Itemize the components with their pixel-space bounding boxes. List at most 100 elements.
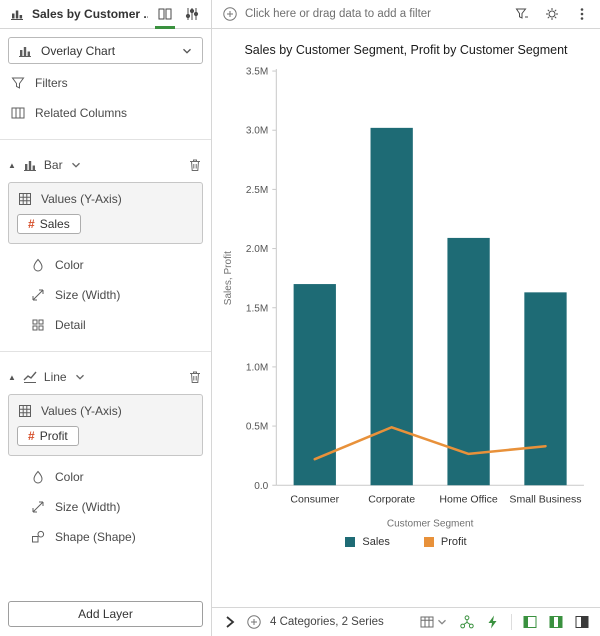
sidebar-header: Sales by Customer ... — [0, 0, 211, 29]
bar-layer-icon — [22, 157, 38, 173]
values-drop-zone[interactable]: Values (Y-Axis) # Sales — [8, 182, 203, 244]
line-size-row[interactable]: Size (Width) — [28, 492, 203, 522]
values-label: Values (Y-Axis) — [41, 404, 122, 418]
line-mark[interactable] — [313, 426, 547, 461]
filter-bar: Click here or drag data to add a filter — [212, 0, 600, 29]
layer-section-bar: ▲ Bar — [8, 151, 203, 340]
filter-bar-menu-icon[interactable] — [514, 6, 530, 22]
size-resize-icon — [30, 287, 46, 303]
svg-text:2.0M: 2.0M — [246, 244, 268, 255]
divider — [0, 139, 211, 140]
pill-label: Profit — [39, 429, 68, 443]
values-grid-icon — [17, 191, 33, 207]
overlay-chart-icon — [17, 43, 33, 59]
legend-label: Sales — [362, 535, 390, 548]
legend-item[interactable]: Profit — [423, 535, 467, 548]
kebab-menu-icon[interactable] — [574, 6, 590, 22]
main-area: Click here or drag data to add a filter … — [212, 0, 600, 636]
detail-grid-icon — [30, 317, 46, 333]
advanced-analytics-icon[interactable] — [459, 614, 475, 630]
line-section-header[interactable]: ▲ Line — [8, 363, 203, 391]
sidebar-item-label: Related Columns — [35, 106, 128, 120]
grid-view-icon — [157, 6, 173, 22]
color-drop-icon — [30, 257, 46, 273]
filter-bar-hint[interactable]: Click here or drag data to add a filter — [245, 8, 432, 20]
legend-swatch — [423, 536, 434, 547]
chart-type-label: Overlay Chart — [41, 43, 116, 58]
line-shape-row[interactable]: Shape (Shape) — [28, 522, 203, 552]
overlay-chart-svg[interactable]: 0.0 0.5M 1.0M 1.5M 2.0M 2.5M 3.0M 3.5M Sales, Pr… — [218, 61, 594, 534]
values-label-row: Values (Y-Axis) — [17, 403, 194, 419]
grammar-panel: Sales by Customer ... Overlay Chart — [0, 0, 212, 636]
grammar-tab-icon[interactable] — [155, 4, 175, 29]
layout-split-panel-icon[interactable] — [548, 614, 564, 630]
number-hash-icon: # — [28, 429, 35, 443]
add-layer-button[interactable]: Add Layer — [8, 601, 203, 627]
bar-mark[interactable] — [524, 292, 567, 486]
bar-detail-row[interactable]: Detail — [28, 310, 203, 340]
data-table-icon — [419, 614, 435, 630]
drop-target-label: Size (Width) — [55, 500, 121, 514]
section-title: Line — [43, 370, 67, 384]
svg-text:1.0M: 1.0M — [246, 362, 268, 373]
add-filter-icon[interactable] — [222, 6, 238, 22]
collapse-triangle-icon[interactable]: ▲ — [8, 160, 16, 170]
add-data-icon[interactable] — [246, 614, 262, 630]
delete-layer-icon[interactable] — [187, 369, 203, 385]
bar-mark[interactable] — [447, 237, 490, 486]
legend-item[interactable]: Sales — [345, 536, 390, 548]
chart-type-dropdown[interactable]: Overlay Chart — [8, 37, 203, 64]
svg-text:3.5M: 3.5M — [246, 67, 268, 78]
values-label: Values (Y-Axis) — [41, 192, 122, 206]
legend-swatch — [345, 536, 356, 547]
layer-section-line: ▲ Line — [8, 363, 203, 552]
bar-mark[interactable] — [370, 127, 413, 486]
values-drop-zone[interactable]: Values (Y-Axis) # Profit — [8, 394, 203, 456]
canvas-settings-gear-icon[interactable] — [544, 6, 560, 22]
values-grid-icon — [17, 403, 33, 419]
show-data-table-icon[interactable] — [419, 614, 449, 630]
measure-pill-sales[interactable]: # Sales — [17, 214, 81, 234]
delete-layer-icon[interactable] — [187, 157, 203, 173]
svg-text:Sales, Profit: Sales, Profit — [223, 251, 234, 305]
svg-text:Customer Segment: Customer Segment — [387, 518, 474, 529]
auto-insights-bolt-icon[interactable] — [485, 614, 501, 630]
bar-color-row[interactable]: Color — [28, 250, 203, 280]
chevron-down-icon[interactable] — [73, 370, 87, 384]
layout-left-panel-icon[interactable] — [522, 614, 538, 630]
sidebar-item-filters[interactable]: Filters — [8, 68, 203, 98]
line-layer-icon — [22, 369, 38, 385]
divider — [0, 351, 211, 352]
grammar-panel-body: Overlay Chart Filters Related Columns — [0, 29, 211, 594]
svg-text:Home Office: Home Office — [439, 493, 498, 505]
measure-pill-profit[interactable]: # Profit — [17, 426, 79, 446]
drop-target-label: Detail — [55, 318, 86, 332]
drop-target-label: Color — [55, 470, 84, 484]
line-color-row[interactable]: Color — [28, 462, 203, 492]
sidebar-item-label: Filters — [35, 76, 68, 90]
drop-target-label: Size (Width) — [55, 288, 121, 302]
layout-right-panel-icon[interactable] — [574, 614, 590, 630]
collapse-triangle-icon[interactable]: ▲ — [8, 372, 16, 382]
chart-canvas[interactable]: 0.0 0.5M 1.0M 1.5M 2.0M 2.5M 3.0M 3.5M Sales, Pr… — [218, 61, 594, 534]
table-columns-icon — [10, 105, 26, 121]
chevron-down-icon[interactable] — [69, 158, 83, 172]
number-hash-icon: # — [28, 217, 35, 231]
svg-text:3.0M: 3.0M — [246, 126, 268, 137]
drop-target-label: Shape (Shape) — [55, 530, 136, 544]
legend-label: Profit — [440, 535, 467, 548]
bar-mark[interactable] — [293, 284, 336, 486]
size-resize-icon — [30, 499, 46, 515]
sidebar-item-related-columns[interactable]: Related Columns — [8, 98, 203, 128]
svg-text:Corporate: Corporate — [368, 493, 415, 505]
filter-funnel-icon — [10, 75, 26, 91]
section-title: Bar — [43, 158, 63, 172]
bar-size-row[interactable]: Size (Width) — [28, 280, 203, 310]
bar-section-header[interactable]: ▲ Bar — [8, 151, 203, 179]
settings-tab-icon[interactable] — [182, 4, 202, 24]
drop-target-label: Color — [55, 258, 84, 272]
expand-panel-chevron-icon[interactable] — [222, 614, 238, 630]
visualization-icon — [9, 6, 25, 22]
svg-text:0.0: 0.0 — [254, 481, 268, 492]
